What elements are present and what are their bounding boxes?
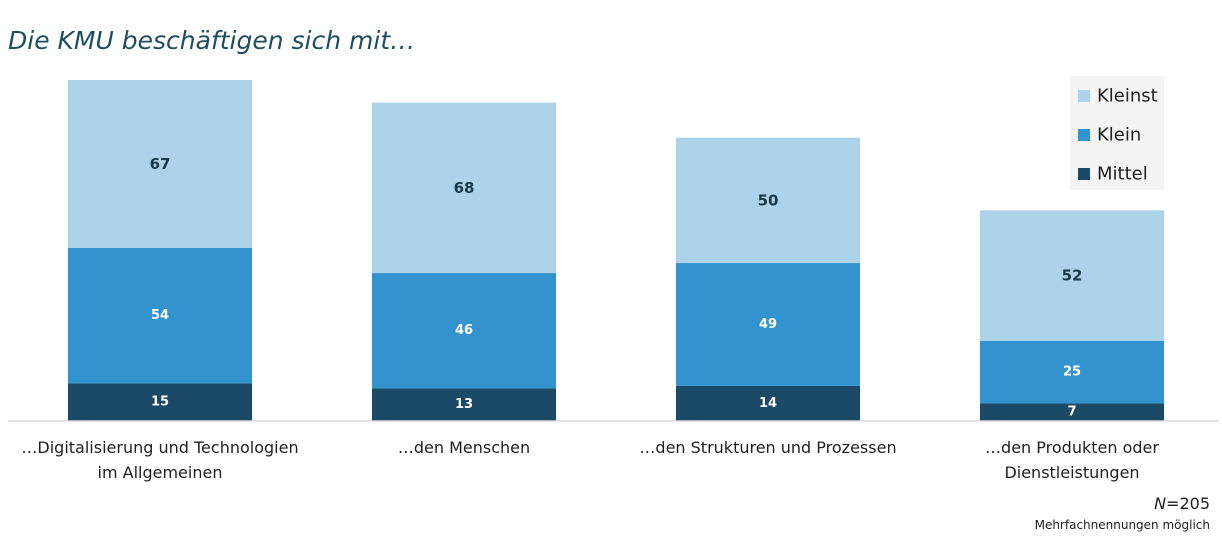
legend-swatch-mittel <box>1078 168 1090 180</box>
bar-segment-mittel <box>372 388 556 421</box>
legend-label-mittel: Mittel <box>1097 164 1148 185</box>
legend-swatch-kleinst <box>1078 90 1090 102</box>
bar-segment-kleinst <box>372 102 556 274</box>
category-label: …den Produkten oder Dienstleistungen <box>985 438 1159 482</box>
bar-stack-4: 7 25 52 <box>980 210 1164 421</box>
chart-title: Die KMU beschäftigen sich mit… <box>8 26 416 55</box>
bars-group: 15 54 67 13 46 68 14 49 50 7 25 52 <box>68 80 1164 421</box>
n-label: N <box>1154 494 1167 513</box>
data-label-kleinst: 67 <box>150 155 171 173</box>
bar-segment-kleinst <box>676 137 860 264</box>
legend-label-klein: Klein <box>1097 125 1141 146</box>
data-label-kleinst: 68 <box>454 179 475 197</box>
bar-segment-klein <box>676 263 860 386</box>
bar-segment-klein <box>980 340 1164 404</box>
legend-label-kleinst: Kleinst <box>1097 86 1158 107</box>
bar-segment-klein <box>372 273 556 389</box>
bar-stack-3: 14 49 50 <box>676 137 860 421</box>
legend: Kleinst Klein Mittel <box>1070 76 1164 190</box>
sample-size-note: N=205 <box>1154 494 1210 513</box>
data-label-klein: 46 <box>455 323 473 338</box>
bar-segment-mittel <box>68 383 252 421</box>
data-label-mittel: 14 <box>759 396 777 411</box>
data-label-klein: 49 <box>759 317 777 332</box>
bar-segment-kleinst <box>980 210 1164 341</box>
data-label-kleinst: 50 <box>758 191 779 209</box>
n-value: =205 <box>1166 494 1210 513</box>
legend-swatch-klein <box>1078 129 1090 141</box>
data-label-mittel: 7 <box>1067 405 1076 420</box>
data-label-mittel: 15 <box>151 395 169 410</box>
bar-segment-klein <box>68 247 252 384</box>
bar-stack-1: 15 54 67 <box>68 80 252 421</box>
category-labels: …Digitalisierung und Technologien im Allg… <box>21 438 1159 482</box>
data-label-mittel: 13 <box>455 397 473 412</box>
multiple-answers-note: Mehrfachnennungen möglich <box>1034 518 1210 532</box>
category-label: …Digitalisierung und Technologien im Allg… <box>21 438 298 482</box>
bar-segment-mittel <box>676 385 860 421</box>
bar-segment-kleinst <box>68 80 252 248</box>
category-label: …den Strukturen und Prozessen <box>639 438 896 457</box>
bar-stack-2: 13 46 68 <box>372 102 556 421</box>
data-label-kleinst: 52 <box>1062 267 1083 285</box>
bar-segment-mittel <box>980 403 1164 421</box>
data-label-klein: 54 <box>151 308 169 323</box>
data-label-klein: 25 <box>1063 365 1081 380</box>
category-label: …den Menschen <box>398 438 530 457</box>
